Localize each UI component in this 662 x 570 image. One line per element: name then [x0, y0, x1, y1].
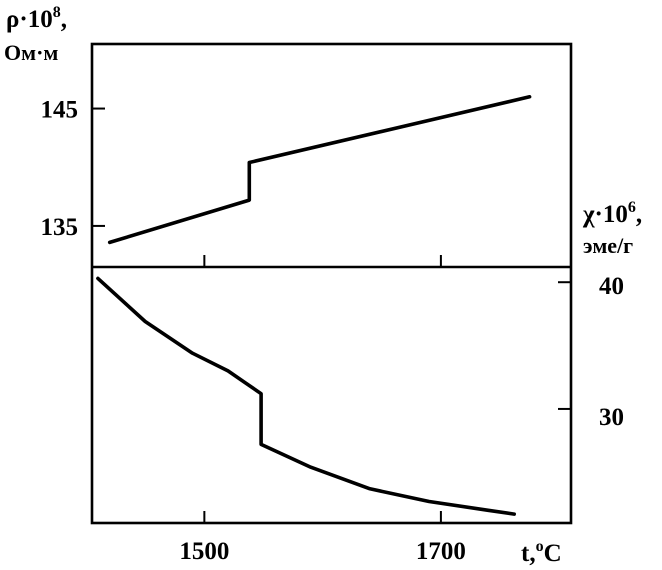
top-y-ticks: 135 145 — [41, 97, 105, 241]
susceptibility-series-line — [96, 276, 517, 516]
plot-frame — [90, 42, 573, 525]
bottom-x-ticks: 1500 1700 — [179, 511, 466, 565]
y-tick-label: 40 — [599, 273, 624, 300]
top-x-ticks — [203, 255, 442, 267]
susceptibility-axis-unit: эме/г — [583, 233, 633, 258]
y-tick-label: 135 — [41, 214, 79, 241]
bottom-y-ticks: 30 40 — [558, 273, 624, 431]
resistivity-axis-label: ρ·108, — [6, 4, 67, 33]
susceptibility-axis-label: χ·106, — [582, 199, 642, 228]
y-tick-label: 30 — [599, 404, 624, 431]
resistivity-series-line — [107, 95, 532, 245]
resistivity-axis-unit: Ом·м — [4, 40, 58, 65]
x-tick-label: 1500 — [179, 538, 229, 565]
temperature-axis-label: t,oC — [521, 538, 562, 567]
y-tick-label: 145 — [41, 97, 79, 124]
x-tick-label: 1700 — [416, 538, 466, 565]
